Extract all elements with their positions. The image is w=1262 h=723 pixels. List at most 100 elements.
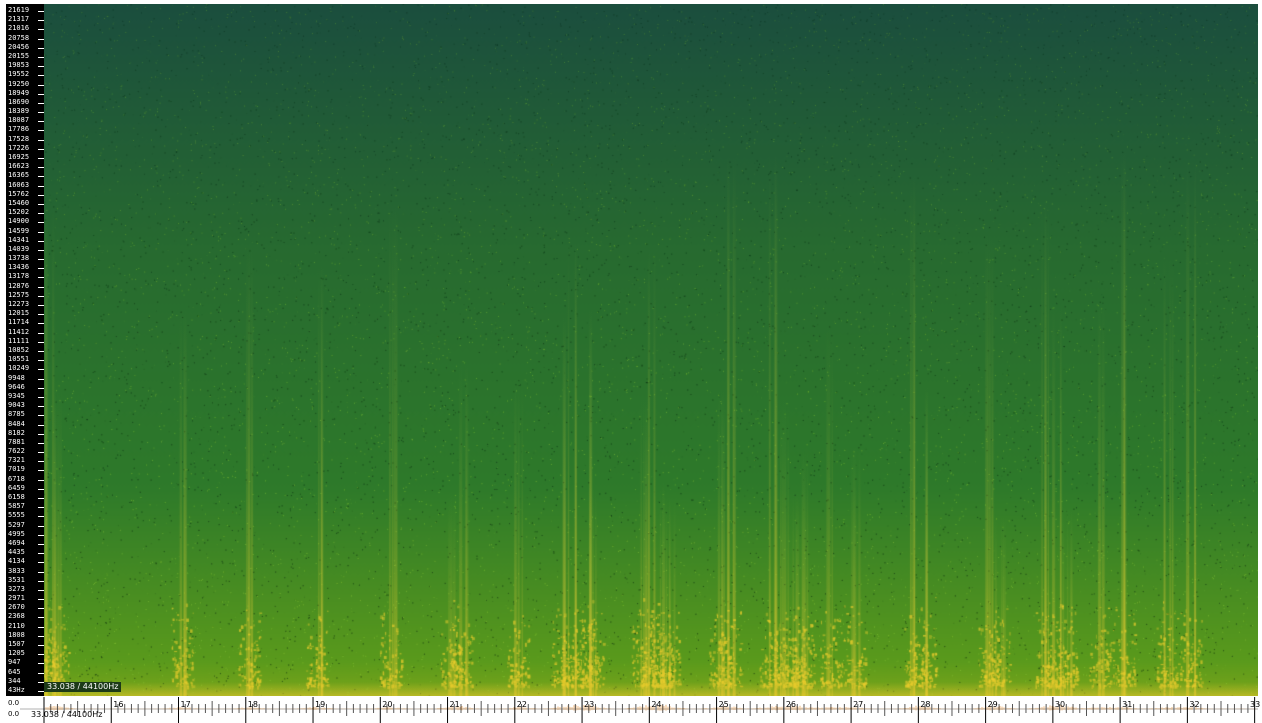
time-label: 31: [1122, 700, 1133, 709]
frequency-tick-label: 9043: [8, 401, 36, 410]
frequency-tick: [38, 351, 44, 352]
frequency-tick-label: 19250: [8, 80, 36, 89]
frequency-tick-label: 7622: [8, 447, 36, 456]
frequency-tick-label: 3833: [8, 567, 36, 576]
frequency-tick-label: 7321: [8, 456, 36, 465]
frequency-tick: [38, 232, 44, 233]
time-label: 33: [1250, 700, 1261, 709]
frequency-tick-label: 8785: [8, 410, 36, 419]
frequency-tick-label: 10551: [8, 355, 36, 364]
frequency-tick-label: 1808: [8, 631, 36, 640]
frequency-tick-label: 16623: [8, 162, 36, 171]
frequency-tick-label: 5555: [8, 511, 36, 520]
frequency-tick: [38, 654, 44, 655]
frequency-tick-label: 4134: [8, 557, 36, 566]
frequency-tick: [38, 296, 44, 297]
frequency-tick: [38, 57, 44, 58]
time-label: 29: [987, 700, 998, 709]
time-label: 20: [382, 700, 393, 709]
frequency-tick: [38, 516, 44, 517]
frequency-tick-label: 10852: [8, 346, 36, 355]
spectrogram-canvas[interactable]: [44, 4, 1258, 696]
time-label: 22: [516, 700, 527, 709]
frequency-tick: [38, 222, 44, 223]
frequency-tick: [38, 75, 44, 76]
frequency-tick-label: 12575: [8, 291, 36, 300]
frequency-tick: [38, 85, 44, 86]
frequency-tick-label: 17226: [8, 144, 36, 153]
frequency-tick: [38, 599, 44, 600]
frequency-tick: [38, 663, 44, 664]
frequency-tick: [38, 259, 44, 260]
time-label: 30: [1054, 700, 1066, 709]
frequency-tick-label: 16925: [8, 153, 36, 162]
frequency-tick-label: 14341: [8, 236, 36, 245]
frequency-tick: [38, 314, 44, 315]
time-label: 25: [718, 700, 729, 709]
frequency-tick-label: 21619: [8, 6, 36, 15]
frequency-tick: [38, 572, 44, 573]
frequency-tick: [38, 617, 44, 618]
frequency-tick-label: 14599: [8, 227, 36, 236]
frequency-axis: 21619 21317 21016 20758 20456 20155 19853 19552…: [6, 4, 44, 696]
frequency-tick: [38, 425, 44, 426]
frequency-tick-label: 18690: [8, 98, 36, 107]
frequency-tick: [38, 66, 44, 67]
timeline-ruler[interactable]: 0.0 0.0 33.038 / 44100Hz 16 17 18 19 20 21 22 2…: [0, 696, 1262, 723]
frequency-tick: [38, 553, 44, 554]
frequency-tick: [38, 526, 44, 527]
frequency-tick: [38, 241, 44, 242]
frequency-tick: [38, 103, 44, 104]
frequency-tick: [38, 277, 44, 278]
frequency-tick-label: 14900: [8, 217, 36, 226]
frequency-tick-label: 21317: [8, 15, 36, 24]
frequency-tick: [38, 406, 44, 407]
frequency-tick: [38, 562, 44, 563]
frequency-tick: [38, 48, 44, 49]
frequency-tick-label: 947: [8, 658, 36, 667]
frequency-tick: [38, 20, 44, 21]
frequency-tick: [38, 480, 44, 481]
frequency-tick-label: 645: [8, 668, 36, 677]
frequency-tick: [38, 461, 44, 462]
frequency-tick: [38, 323, 44, 324]
time-label: 26: [785, 700, 797, 709]
frequency-tick: [38, 645, 44, 646]
spectrogram-view[interactable]: 33.038 / 44100Hz: [44, 4, 1258, 696]
frequency-tick-label: 18087: [8, 116, 36, 125]
time-label: 24: [651, 700, 662, 709]
time-label: 23: [584, 700, 595, 709]
frequency-tick: [38, 342, 44, 343]
frequency-tick-label: 20758: [8, 34, 36, 43]
time-label: 32: [1189, 700, 1200, 709]
frequency-tick-label: 18389: [8, 107, 36, 116]
frequency-tick-label: 16365: [8, 171, 36, 180]
time-label: 16: [113, 700, 124, 709]
frequency-tick: [38, 397, 44, 398]
frequency-tick-label: 5297: [8, 521, 36, 530]
frequency-tick: [38, 369, 44, 370]
frequency-tick: [38, 388, 44, 389]
frequency-tick: [38, 590, 44, 591]
frequency-tick: [38, 195, 44, 196]
frequency-tick: [38, 130, 44, 131]
time-label: 21: [449, 700, 460, 709]
frequency-tick: [38, 507, 44, 508]
frequency-tick: [38, 682, 44, 683]
frequency-tick: [38, 158, 44, 159]
frequency-tick: [38, 213, 44, 214]
time-label: 27: [853, 700, 864, 709]
frequency-tick: [38, 470, 44, 471]
frequency-tick-label: 3531: [8, 576, 36, 585]
time-label: 18: [247, 700, 258, 709]
frequency-tick: [38, 636, 44, 637]
frequency-tick-label: 11111: [8, 337, 36, 346]
frequency-tick: [38, 608, 44, 609]
frequency-tick: [38, 415, 44, 416]
frequency-tick-label: 13436: [8, 263, 36, 272]
waveform-overview[interactable]: [0, 696, 1262, 723]
time-label: 28: [920, 700, 931, 709]
frequency-tick: [38, 691, 44, 692]
frequency-tick-label: 19853: [8, 61, 36, 70]
frequency-tick: [38, 29, 44, 30]
